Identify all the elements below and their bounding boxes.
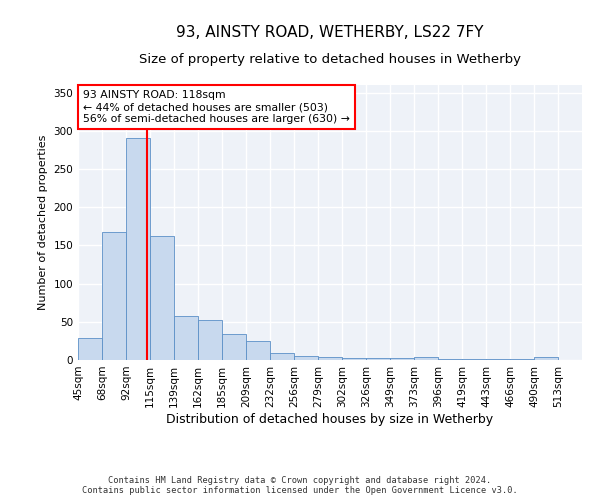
Text: Distribution of detached houses by size in Wetherby: Distribution of detached houses by size … xyxy=(166,412,494,426)
Bar xyxy=(486,359,510,360)
Bar xyxy=(438,359,462,360)
Bar xyxy=(462,359,486,360)
Bar xyxy=(102,232,126,360)
Bar xyxy=(126,138,150,360)
Text: Size of property relative to detached houses in Wetherby: Size of property relative to detached ho… xyxy=(139,52,521,66)
Bar xyxy=(510,359,534,360)
Bar xyxy=(366,358,390,360)
Text: 93 AINSTY ROAD: 118sqm
← 44% of detached houses are smaller (503)
56% of semi-de: 93 AINSTY ROAD: 118sqm ← 44% of detached… xyxy=(83,90,350,124)
Bar xyxy=(150,236,174,360)
Y-axis label: Number of detached properties: Number of detached properties xyxy=(38,135,48,310)
Bar xyxy=(246,341,270,360)
Text: 93, AINSTY ROAD, WETHERBY, LS22 7FY: 93, AINSTY ROAD, WETHERBY, LS22 7FY xyxy=(176,25,484,40)
Bar xyxy=(414,357,438,360)
Bar xyxy=(198,320,222,360)
Text: Contains HM Land Registry data © Crown copyright and database right 2024.
Contai: Contains HM Land Registry data © Crown c… xyxy=(82,476,518,495)
Bar xyxy=(78,338,102,360)
Bar xyxy=(390,358,414,360)
Bar xyxy=(534,357,558,360)
Bar xyxy=(174,316,198,360)
Bar xyxy=(342,358,366,360)
Bar xyxy=(270,353,294,360)
Bar xyxy=(318,357,342,360)
Bar xyxy=(222,334,246,360)
Bar xyxy=(294,356,318,360)
